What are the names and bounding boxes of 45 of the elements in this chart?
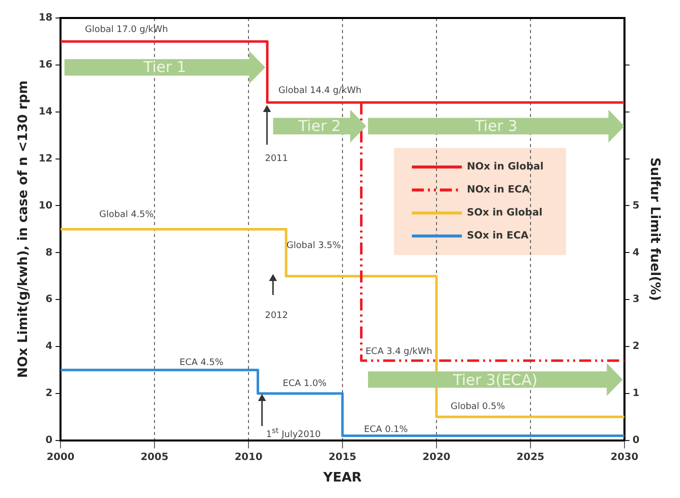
x-tick-label: 2025 (516, 452, 544, 463)
x-tick-label: 2000 (46, 452, 74, 463)
legend-label: NOx in ECA (466, 184, 530, 196)
y2-tick-label: 1 (632, 388, 640, 400)
annotation: Tier 1 (144, 58, 186, 76)
annotation: ECA 3.4 g/kWh (365, 346, 432, 357)
legend-label: NOx in Global (466, 162, 544, 173)
annotation: 2012 (265, 311, 288, 322)
y2-tick-label: 0 (632, 434, 640, 446)
y2-tick-label: 4 (632, 247, 640, 258)
x-tick-label: 2030 (610, 452, 638, 463)
y-tick-label: 16 (38, 60, 53, 71)
y2-tick-label: 5 (632, 200, 640, 212)
y-tick-label: 12 (38, 153, 53, 164)
annotation: ECA 1.0% (282, 379, 327, 390)
y2-tick-label: 2 (632, 341, 640, 352)
annotation: Global 14.4 g/kWh (278, 86, 362, 96)
annotation: Tier 3 (474, 117, 518, 136)
legend-label: SOx in Global (466, 208, 542, 219)
annotation: ECA 4.5% (180, 358, 224, 368)
y2-tick-label: 3 (632, 294, 640, 306)
annotation: Global 0.5% (450, 402, 506, 412)
y-tick-label: 8 (46, 247, 53, 258)
y-tick-label: 2 (46, 388, 53, 400)
y2-axis-title: Sulfur Limit fuel(%) (646, 157, 662, 301)
y-tick-label: 0 (46, 434, 53, 446)
y-tick-label: 6 (46, 294, 53, 306)
y-tick-label: 18 (38, 12, 53, 24)
y-tick-label: 14 (38, 106, 53, 118)
annotation: ECA 0.1% (364, 424, 408, 435)
annotation: Global 17.0 g/kWh (84, 24, 168, 35)
annotation: Tier 3(ECA) (453, 370, 538, 389)
legend-label: SOx in ECA (466, 230, 529, 242)
annotation: Global 4.5% (99, 210, 154, 220)
x-tick-label: 2010 (234, 452, 262, 463)
y-tick-label: 10 (38, 200, 53, 212)
y-axis-title: NOx Limit(g/kwh), in case of n <130 rpm (16, 80, 32, 378)
x-tick-label: 2005 (140, 452, 168, 463)
x-axis-title: YEAR (322, 470, 362, 486)
x-tick-label: 2020 (422, 452, 450, 463)
x-tick-label: 2015 (328, 452, 356, 463)
annotation: Tier 2 (298, 117, 341, 136)
y-tick-label: 4 (46, 341, 53, 352)
annotation: 2011 (265, 154, 288, 164)
annotation: 1$^{st}$ July2010 (266, 426, 321, 440)
